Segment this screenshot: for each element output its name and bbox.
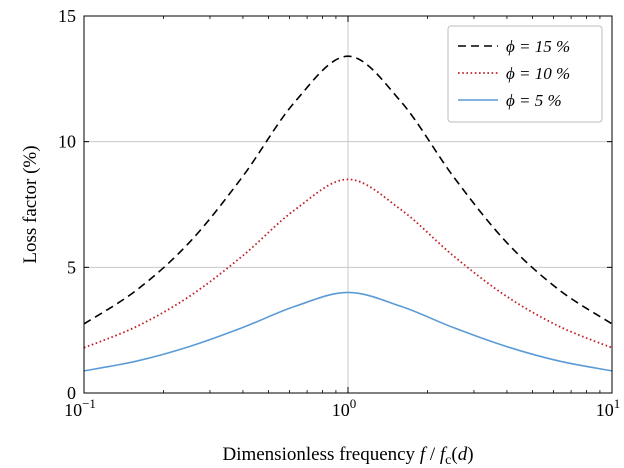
y-tick-label: 0 — [67, 383, 76, 403]
series-line-2 — [83, 178, 613, 349]
x-tick-label: 100 — [332, 396, 357, 420]
y-tick-label: 5 — [67, 257, 76, 277]
legend: ϕ = 15 % ϕ = 10 % ϕ = 5 % — [447, 25, 603, 123]
x-axis-label: Dimensionless frequency f / fc(d) — [222, 444, 473, 468]
axis-ticks: 0 5 10 15 10−1 100 101 — [58, 6, 620, 420]
y-tick-label: 10 — [58, 132, 76, 152]
series-lines — [83, 55, 613, 372]
legend-box — [447, 25, 603, 123]
y-tick-label: 15 — [58, 6, 76, 26]
x-tick-label: 10−1 — [64, 396, 96, 420]
y-axis-label: Loss factor (%) — [20, 145, 41, 263]
legend-entry: ϕ = 15 % — [506, 37, 570, 56]
series-line-1 — [83, 55, 613, 325]
x-tick-label: 101 — [596, 396, 621, 420]
legend-entry: ϕ = 5 % — [506, 91, 562, 110]
grid — [84, 16, 612, 393]
legend-entry: ϕ = 10 % — [506, 64, 570, 83]
series-line-3 — [83, 291, 613, 372]
